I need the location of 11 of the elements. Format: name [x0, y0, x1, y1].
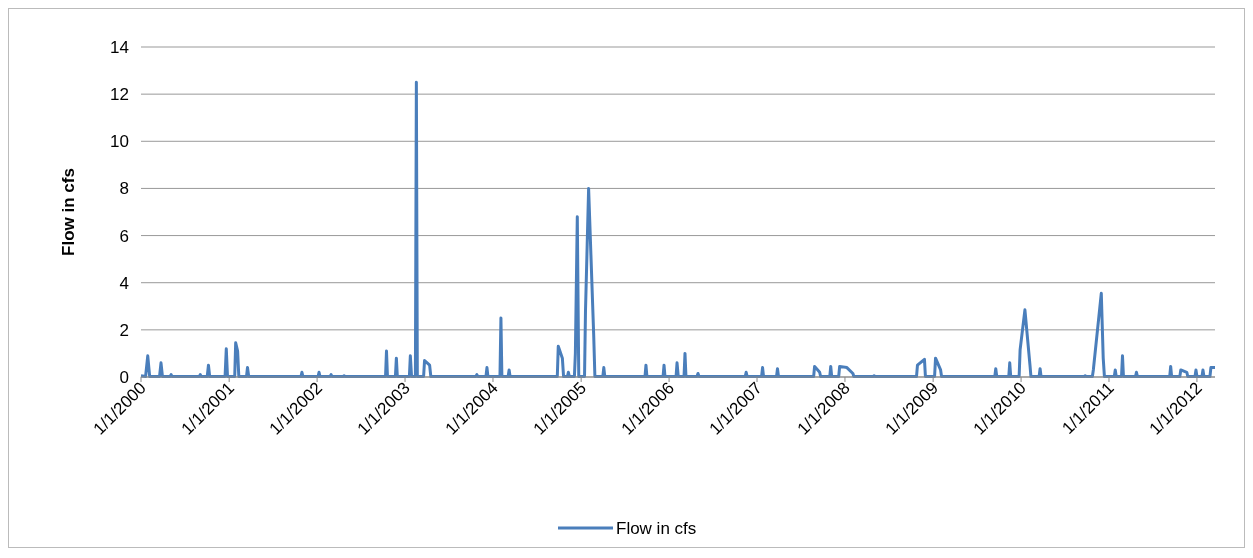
y-tick-label: 0 [119, 367, 129, 387]
y-tick-label: 2 [119, 320, 129, 340]
line-series [139, 80, 1217, 379]
y-tick-label: 10 [110, 132, 129, 152]
y-tick-label: 4 [119, 273, 129, 293]
legend-label: Flow in cfs [616, 518, 697, 538]
y-axis-title: Flow in cfs [59, 168, 78, 256]
y-tick-label: 14 [110, 37, 129, 57]
y-tick-label: 12 [110, 85, 129, 105]
y-tick-label: 6 [119, 226, 129, 246]
y-tick-label: 8 [119, 179, 129, 199]
